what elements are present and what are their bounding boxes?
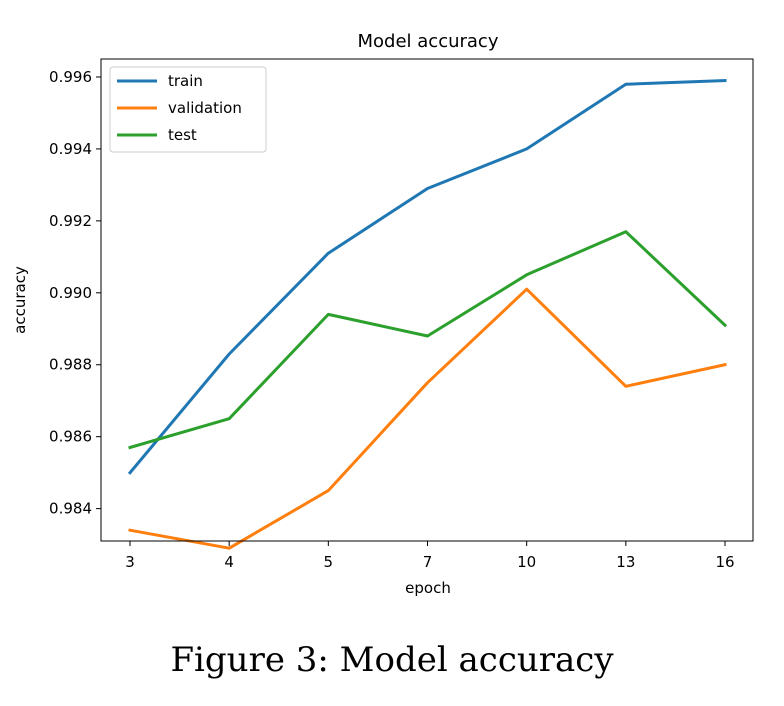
x-tick-label: 10 — [517, 553, 536, 571]
data-point-test — [723, 324, 727, 327]
x-axis: 3 4 5 7 10 13 16 — [125, 541, 735, 571]
y-tick-label: 0.994 — [49, 140, 92, 158]
accuracy-chart: Model accuracy 3 4 5 7 10 13 16 0.9840.9860.98… — [11, 31, 754, 597]
data-point-test — [525, 273, 528, 276]
data-point-train — [327, 252, 330, 255]
y-axis-label: accuracy — [11, 266, 29, 334]
data-point-train — [624, 83, 627, 86]
x-tick-label: 4 — [224, 553, 234, 571]
data-point-validation — [128, 529, 132, 532]
data-point-validation — [426, 381, 429, 384]
data-point-test — [327, 313, 330, 316]
data-point-validation — [525, 288, 528, 291]
y-axis: 0.984 0.986 0.988 0.990 0.992 0.994 0.996 — [49, 68, 101, 518]
y-tick-label: 0.988 — [49, 356, 92, 374]
series-line-test — [128, 230, 728, 450]
series-line-validation — [128, 287, 727, 550]
data-point-validation — [327, 489, 330, 492]
plot-area — [127, 79, 728, 550]
y-tick-label: 0.990 — [49, 284, 92, 302]
y-tick-label: 0.984 — [49, 500, 92, 518]
x-tick-label: 13 — [616, 553, 635, 571]
data-point-test — [228, 417, 231, 420]
x-tick-label: 7 — [423, 553, 433, 571]
x-tick-label: 5 — [324, 553, 334, 571]
chart-title: Model accuracy — [358, 31, 499, 52]
legend-label-validation: validation — [168, 99, 242, 117]
y-tick-label: 0.996 — [49, 68, 92, 86]
data-point-train — [128, 471, 132, 474]
data-point-train — [426, 187, 429, 190]
data-point-validation — [228, 547, 231, 550]
data-point-validation — [723, 363, 727, 366]
data-point-test — [426, 334, 429, 338]
legend-label-train: train — [168, 72, 203, 90]
data-point-train — [723, 79, 727, 82]
data-point-validation — [624, 385, 627, 388]
y-tick-label: 0.992 — [49, 212, 92, 230]
legend: train validation test — [109, 66, 267, 153]
figure-caption: Figure 3: Model accuracy — [170, 640, 614, 680]
x-tick-label: 16 — [715, 553, 734, 571]
legend-box — [109, 66, 267, 153]
x-axis-label: epoch — [405, 579, 451, 597]
data-point-test — [128, 446, 132, 449]
legend-label-test: test — [168, 126, 197, 144]
data-point-train — [525, 147, 528, 151]
data-point-test — [624, 230, 627, 233]
y-tick-label: 0.986 — [49, 428, 92, 446]
data-point-train — [228, 352, 231, 356]
x-tick-label: 3 — [125, 553, 135, 571]
